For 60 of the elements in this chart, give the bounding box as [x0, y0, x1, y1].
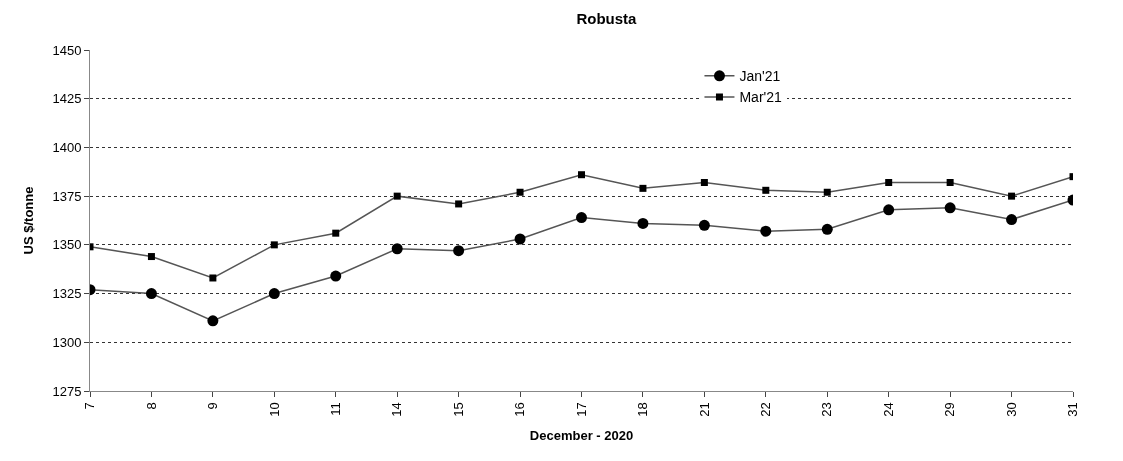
x-tick-label: 15: [450, 402, 466, 417]
point: [823, 188, 831, 196]
x-axis-title: December - 2020: [529, 428, 634, 444]
y-tick-label: 1275: [52, 383, 82, 399]
legend-label: Mar'21: [739, 89, 783, 106]
point: [637, 217, 649, 229]
x-tick-label: 23: [819, 402, 835, 417]
point: [270, 241, 278, 249]
point: [147, 253, 155, 261]
x-tick-label: 18: [635, 402, 651, 417]
point: [762, 186, 770, 194]
y-tick-label: 1400: [52, 139, 82, 155]
y-tick-label: 1375: [52, 188, 82, 204]
chart-title: Robusta: [576, 10, 638, 28]
x-tick-label: 29: [942, 402, 958, 417]
point: [332, 229, 340, 237]
point: [1006, 214, 1018, 226]
point: [209, 274, 217, 282]
point: [453, 245, 465, 257]
point: [514, 233, 526, 245]
point: [821, 223, 833, 235]
y-tick-label: 1425: [52, 91, 82, 107]
y-tick-label: 1450: [52, 42, 82, 58]
point: [700, 179, 708, 186]
point: [639, 184, 647, 192]
point: [576, 212, 587, 224]
x-tick-label: 24: [880, 402, 896, 417]
point: [698, 219, 710, 231]
x-tick-label: 11: [327, 402, 343, 416]
x-tick-label: 7: [82, 402, 98, 410]
x-tick-label: 9: [205, 402, 221, 410]
x-tick-label: 14: [389, 402, 405, 417]
x-tick-label: 16: [512, 402, 528, 417]
x-tick-label: 21: [696, 402, 712, 417]
point: [1008, 192, 1016, 200]
x-tick-label: 22: [758, 402, 774, 417]
point: [946, 179, 954, 186]
point: [944, 202, 956, 214]
point: [455, 200, 463, 208]
point: [885, 179, 893, 186]
point: [516, 188, 524, 196]
x-tick-label: 17: [573, 402, 589, 417]
point: [578, 171, 585, 179]
point: [145, 288, 157, 300]
y-tick-label: 1350: [52, 237, 82, 253]
point: [391, 243, 403, 255]
x-tick-label: 8: [143, 402, 159, 410]
point: [760, 225, 772, 237]
y-tick-label: 1300: [52, 334, 82, 350]
legend-label: Jan'21: [739, 68, 781, 85]
point: [393, 192, 401, 200]
point: [207, 315, 219, 327]
point: [268, 288, 280, 300]
x-tick-label: 10: [266, 402, 282, 417]
point: [330, 270, 342, 282]
point: [883, 204, 895, 216]
y-tick-label: 1325: [52, 286, 82, 302]
x-tick-label: 31: [1065, 402, 1081, 417]
y-axis-title: US $/tonne: [21, 186, 37, 255]
x-tick-label: 30: [1003, 402, 1019, 417]
